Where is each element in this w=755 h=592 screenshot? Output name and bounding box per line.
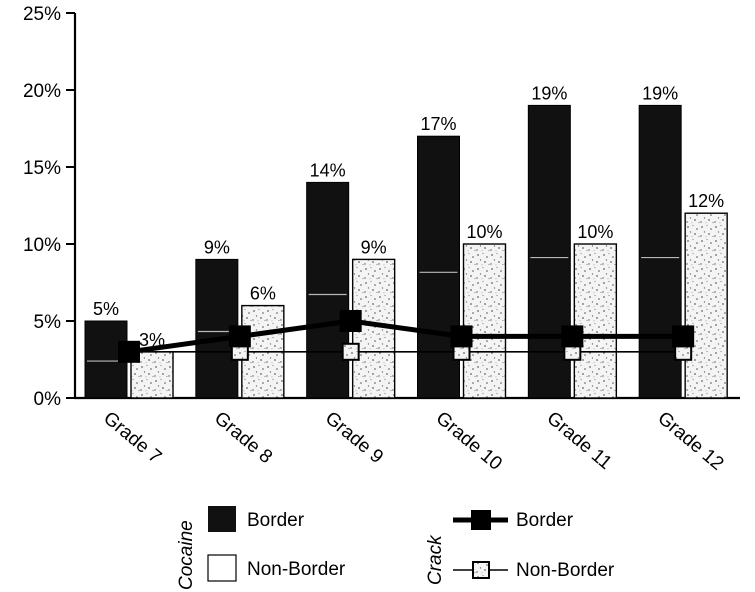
data-label-nonborder: 12% (688, 191, 724, 211)
axes (73, 13, 740, 400)
bar-cocaine-nonborder (573, 243, 618, 399)
y-tick-label: 0% (34, 389, 62, 410)
marker-crack-border (561, 325, 584, 348)
data-label-nonborder: 6% (250, 284, 276, 304)
legend: Cocaine Border Non-Border Crack Border N… (176, 506, 615, 590)
data-label-border: 9% (204, 237, 230, 257)
marker-crack-border (672, 325, 695, 348)
line-crack-border (128, 318, 684, 355)
legend-label-crack-nonborder: Non-Border (516, 560, 615, 581)
legend-label-crack-border: Border (516, 510, 574, 531)
marker-crack-border (339, 310, 362, 332)
data-label-nonborder: 10% (577, 222, 613, 242)
category-label: Grade 10 (432, 408, 506, 475)
category-label: Grade 7 (99, 408, 165, 468)
legend-marker-crack-border (471, 510, 491, 530)
data-label-border: 17% (420, 114, 456, 134)
data-label-nonborder: 10% (466, 222, 502, 242)
data-labels: 5% 3% 9% 6% 14% 9% 17% 10% 19% 10% 19% 12% (93, 83, 724, 349)
data-label-border: 14% (310, 160, 346, 180)
category-label: Grade 11 (543, 408, 616, 474)
marker-crack-border (450, 325, 473, 348)
bar-cocaine-border (306, 181, 350, 399)
marker-crack-border (228, 325, 251, 348)
y-tick-label: 10% (23, 235, 61, 256)
legend-swatch-cocaine-border (208, 506, 236, 532)
data-label-nonborder: 9% (361, 237, 387, 257)
bar-cocaine-nonborder (684, 212, 728, 399)
data-label-border: 19% (642, 83, 678, 103)
crack-lines (118, 310, 695, 363)
category-label: Grade 8 (210, 408, 276, 468)
legend-swatch-cocaine-nonborder (207, 554, 237, 582)
y-axis-ticks: 0% 5% 10% 15% 20% 25% (23, 4, 75, 410)
y-tick-label: 20% (23, 81, 61, 102)
category-labels: Grade 7 Grade 8 Grade 9 Grade 10 Grade 11 Gra… (99, 408, 727, 475)
legend-marker-crack-nonborder (472, 561, 490, 579)
bar-cocaine-nonborder (462, 243, 507, 399)
bars (84, 104, 728, 399)
category-label: Grade 9 (321, 408, 387, 468)
marker-crack-border (118, 340, 140, 363)
legend-label-cocaine-nonborder: Non-Border (247, 559, 346, 580)
data-label-border: 19% (531, 83, 567, 103)
y-tick-label: 25% (23, 4, 61, 25)
y-tick-label: 5% (34, 312, 62, 333)
legend-group-crack: Crack (425, 534, 446, 585)
data-label-nonborder: 3% (139, 330, 165, 350)
y-tick-label: 15% (23, 158, 61, 179)
category-label: Grade 12 (653, 408, 727, 475)
data-label-border: 5% (93, 299, 119, 319)
marker-crack-nonborder (341, 342, 360, 361)
legend-group-cocaine: Cocaine (176, 520, 197, 590)
legend-label-cocaine-border: Border (247, 510, 305, 531)
